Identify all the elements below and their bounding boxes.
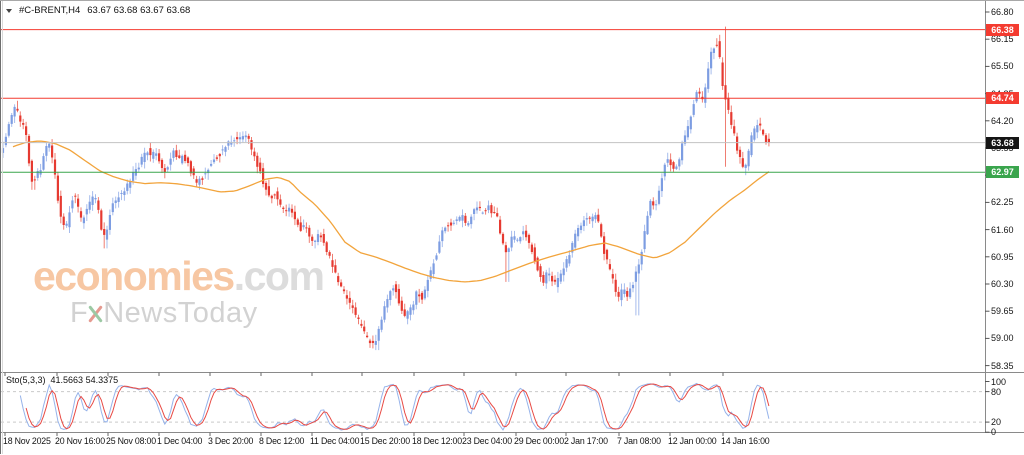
stochastic-panel [1, 382, 985, 431]
watermark-domain: .com [233, 253, 325, 299]
symbol-info-bar[interactable]: #C-BRENT,H4 63.67 63.68 63.67 63.68 [6, 5, 190, 16]
stochastic-label: Sto(5,3,3) 41.5663 54.3375 [6, 375, 118, 385]
chevron-down-icon[interactable] [6, 8, 12, 13]
quote-ohlc: 63.67 63.68 63.67 63.68 [87, 5, 191, 16]
price-levels-group [1, 29, 985, 173]
stochastic-name: Sto(5,3,3) [6, 375, 46, 385]
symbol-label: #C-BRENT,H4 [19, 5, 81, 16]
stochastic-values: 41.5663 54.3375 [50, 375, 119, 385]
watermark-logo: economies.com [33, 253, 325, 299]
stochastic-main-line [19, 382, 770, 431]
axes-group [0, 1, 1024, 436]
watermark-tagline-prefix: F [70, 297, 89, 330]
watermark: economies.com F NewsToday [33, 253, 325, 328]
moving-average-line [12, 140, 770, 283]
watermark-brand: economies [33, 253, 235, 299]
watermark-tagline: F NewsToday [70, 299, 323, 328]
stochastic-signal-line [25, 383, 770, 430]
watermark-tagline-rest: NewsToday [103, 297, 258, 330]
candles-group [1, 26, 770, 351]
